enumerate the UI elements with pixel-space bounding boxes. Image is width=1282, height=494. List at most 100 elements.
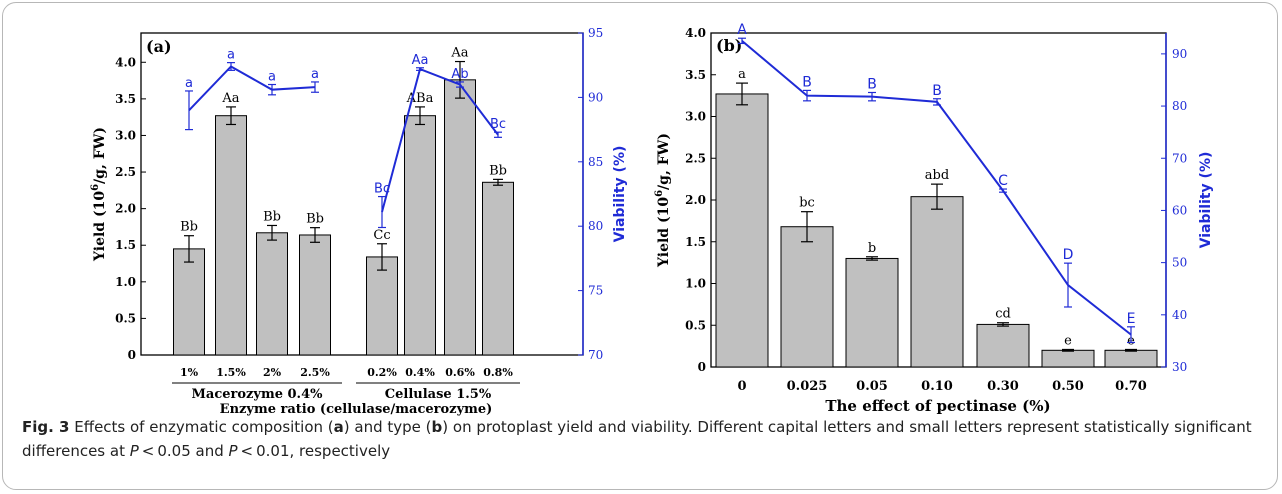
panel-a-y2-tick-label: 75 <box>588 284 603 298</box>
panel-a-x-tick-label: 0.4% <box>405 366 435 379</box>
panel-a-viability-letter: Ab <box>451 67 468 82</box>
figure-caption: Fig. 3 Effects of enzymatic composition … <box>22 415 1262 463</box>
caption-fig-label: Fig. 3 <box>22 418 70 436</box>
panel-b-viability-letter: D <box>1063 247 1074 263</box>
panel-b-y-tick-label: 2.5 <box>685 151 706 165</box>
panel-a-bar <box>366 256 398 356</box>
panel-a-y-tick-label: 2.5 <box>115 165 136 179</box>
panel-b-bar <box>910 196 964 368</box>
panel-b-x-axis-label: The effect of pectinase (%) <box>825 397 1050 415</box>
panel-a-bar <box>173 248 205 356</box>
panel-b-x-tick-label: 0 <box>737 379 746 394</box>
panel-a-y-tick-label: 1.5 <box>115 238 136 252</box>
panel-b-bar <box>845 257 899 368</box>
panel-a-y2-tick-label: 70 <box>588 348 603 362</box>
panel-b-bar-letter: e <box>1064 333 1072 348</box>
panel-a-plot-frame <box>140 32 584 356</box>
panel-a-viability-line <box>188 65 316 111</box>
panel-a-viability-letter: Bc <box>374 182 390 197</box>
panel-a-y2-tick-label: 85 <box>588 155 603 169</box>
panel-a-y-tick-label: 0 <box>128 348 136 362</box>
panel-a-bar-letter: Cc <box>373 228 390 243</box>
panel-a-x-axis-label: Enzyme ratio (cellulase/macerozyme) <box>220 402 493 417</box>
panel-a-group-label: Cellulase 1.5% <box>385 387 492 402</box>
panel-b-bar <box>715 93 769 368</box>
panel-b-y2-tick-label: 30 <box>1172 360 1187 374</box>
panel-a-group-label: Macerozyme 0.4% <box>192 387 324 402</box>
panel-b-bar <box>1041 349 1095 368</box>
panel-a-y2-tick-label: 80 <box>588 219 603 233</box>
panel-a-viability-line <box>381 67 499 213</box>
panel-a-bar <box>256 232 288 356</box>
panel-b-bar-letter: a <box>738 67 746 82</box>
panel-b-viability-letter: B <box>867 76 877 92</box>
panel-b-viability-letter: B <box>802 74 812 90</box>
panel-a-viability-letter: a <box>227 48 235 63</box>
panel-a-viability-letter: a <box>311 67 319 82</box>
panel-b-bar-letter: abd <box>925 168 949 183</box>
panel-a-x-tick-label: 1% <box>180 366 199 379</box>
caption-bold-b: b <box>431 418 443 436</box>
panel-b-viability-letter: A <box>737 22 747 38</box>
panel-a-y-tick-label: 3.5 <box>115 92 136 106</box>
panel-b-y-tick-label: 4.0 <box>685 26 706 40</box>
panel-b-viability-letter: E <box>1127 311 1136 327</box>
panel-b-x-tick-label: 0.025 <box>787 379 828 394</box>
panel-a-viability-letter: Bc <box>490 117 506 132</box>
panel-b-bar <box>976 323 1030 368</box>
panel-b-y2-tick-label: 90 <box>1172 47 1187 61</box>
panel-b-y-tick-label: 3.5 <box>685 68 706 82</box>
panel-a-bar-letter: Bb <box>263 209 281 224</box>
panel-b-viability-letter: C <box>998 173 1008 189</box>
panel-b-y-tick-label: 2.0 <box>685 193 706 207</box>
caption-text-4: < 0.05 and <box>138 442 229 460</box>
panel-b-y-tick-label: 0.5 <box>685 318 706 332</box>
panel-b-x-tick-label: 0.05 <box>856 379 888 394</box>
panel-a-x-tick-label: 0.2% <box>367 366 397 379</box>
panel-b-y2-tick-label: 80 <box>1172 99 1187 113</box>
panel-a-y-tick-label: 0.5 <box>115 311 136 325</box>
panel-b-y-tick-label: 1.5 <box>685 235 706 249</box>
panel-a-viability-letter: Aa <box>412 53 429 68</box>
caption-p1: P <box>129 442 139 460</box>
panel-a-bar-letter: Bb <box>180 220 198 235</box>
panel-a-label: (a) <box>146 37 172 56</box>
panel-a-y2-axis-label: Viability (%) <box>612 146 628 243</box>
caption-text-2: ) and type ( <box>343 418 432 436</box>
panel-a-x-tick-label: 2% <box>263 366 282 379</box>
caption-text-5: < 0.01, respectively <box>237 442 391 460</box>
caption-text-3: ) on protoplast yield and viability. Dif… <box>22 418 1252 460</box>
panel-a-bar-letter: Aa <box>221 91 239 106</box>
panel-b-x-tick-label: 0.70 <box>1115 379 1147 394</box>
panel-a-x-tick-label: 0.6% <box>445 366 475 379</box>
caption-p2: P <box>228 442 238 460</box>
panel-b-y2-tick-label: 60 <box>1172 203 1187 217</box>
panel-b-y-tick-label: 3.0 <box>685 110 706 124</box>
panel-b-x-tick-label: 0.10 <box>921 379 953 394</box>
panel-a-bar <box>215 115 247 356</box>
panel-a-y-tick-label: 2.0 <box>115 202 136 216</box>
panel-a-bar <box>444 79 476 356</box>
panel-b-y2-axis-label: Viability (%) <box>1198 152 1214 249</box>
panel-b-label: (b) <box>716 36 742 55</box>
panel-a-viability-letter: a <box>268 70 276 85</box>
panel-a-y-axis-label: Yield (106/g, FW) <box>90 127 108 262</box>
panel-a-y-tick-label: 1.0 <box>115 275 136 289</box>
panel-a-bar-letter: Bb <box>306 212 324 227</box>
panel-b-bar-letter: cd <box>995 307 1011 322</box>
panel-a-bar <box>482 181 514 356</box>
panel-a-bar-letter: Bb <box>489 163 507 178</box>
panel-a-viability-letter: a <box>185 76 193 91</box>
panel-b-y-tick-label: 0 <box>698 360 706 374</box>
caption-bold-a: a <box>333 418 344 436</box>
panel-b-bar <box>1104 349 1158 368</box>
panel-b-y2-tick-label: 70 <box>1172 151 1187 165</box>
panel-b-bar <box>780 226 834 368</box>
panel-b-x-tick-label: 0.50 <box>1052 379 1084 394</box>
panel-a-bar <box>299 234 331 356</box>
panel-b-y2-tick-label: 40 <box>1172 308 1187 322</box>
panel-a-y-tick-label: 3.0 <box>115 128 136 142</box>
panel-b-bar-letter: bc <box>799 196 815 211</box>
